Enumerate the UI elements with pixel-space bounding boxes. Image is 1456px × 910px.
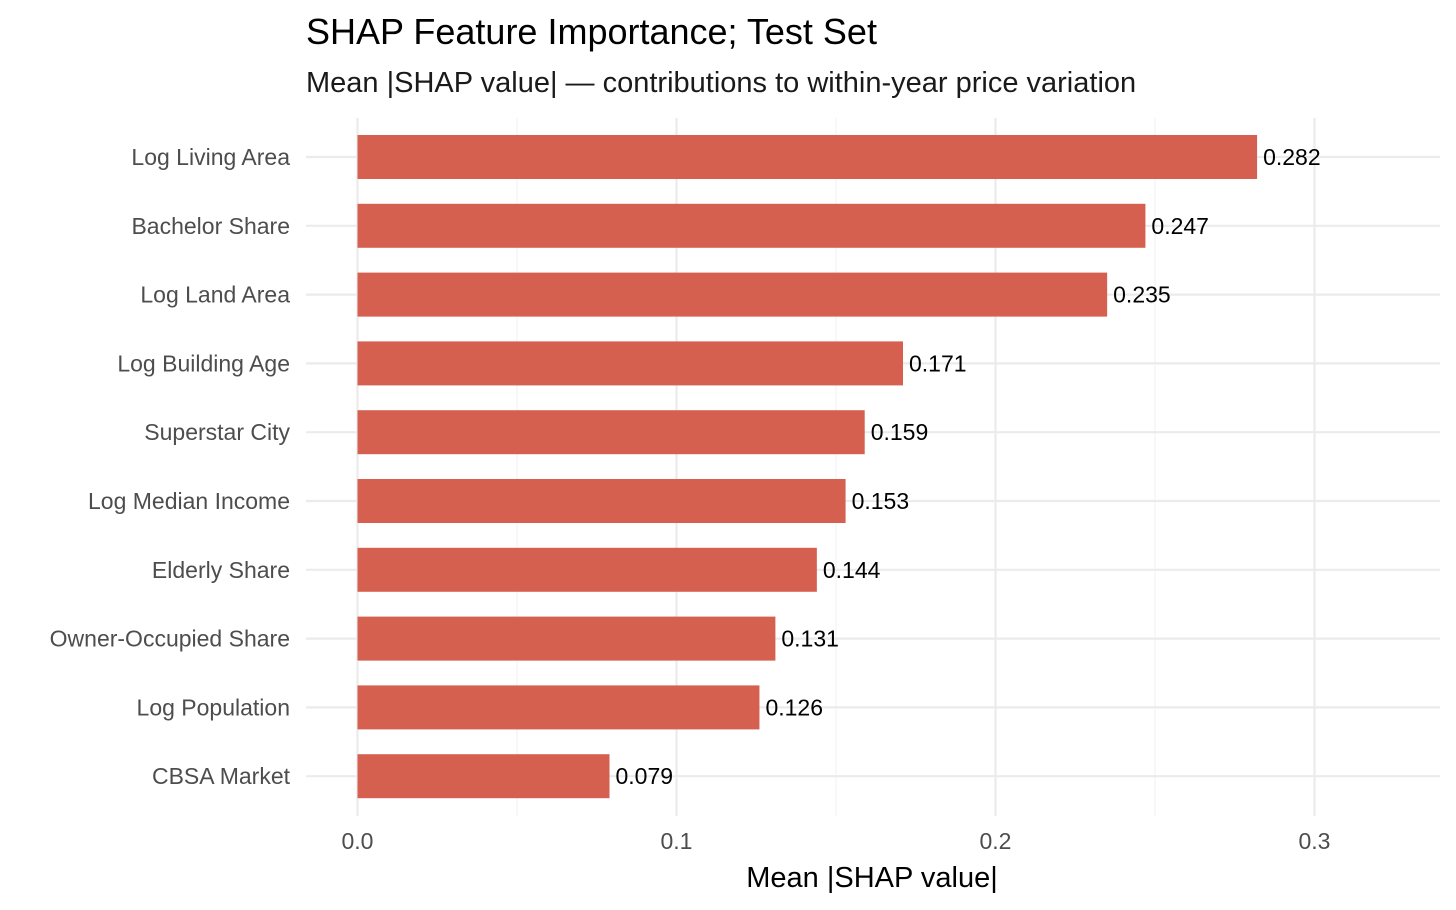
value-label: 0.171	[909, 350, 967, 376]
x-tick-label: 0.2	[980, 828, 1012, 854]
value-label: 0.131	[781, 626, 839, 652]
bar	[357, 410, 865, 455]
bars-group	[357, 135, 1258, 799]
value-label: 0.247	[1151, 213, 1209, 239]
bar	[357, 135, 1258, 179]
category-label: Log Building Age	[117, 350, 290, 376]
x-axis-title: Mean |SHAP value|	[746, 862, 998, 894]
bar	[357, 341, 903, 386]
x-tick-label: 0.0	[342, 828, 374, 854]
category-label: Superstar City	[144, 419, 290, 445]
bar	[357, 754, 610, 799]
category-label: Elderly Share	[152, 557, 290, 583]
category-label: Bachelor Share	[131, 213, 290, 239]
x-tick-labels: 0.0 0.1 0.2 0.3	[342, 828, 1331, 854]
category-label: Owner-Occupied Share	[50, 626, 290, 652]
bar	[357, 616, 776, 661]
value-labels: 0.282 0.247 0.235 0.171 0.159 0.153 0.144 0.131…	[616, 144, 1321, 789]
value-label: 0.282	[1263, 144, 1321, 170]
x-tick-label: 0.1	[661, 828, 693, 854]
value-label: 0.153	[852, 488, 910, 514]
category-label: Log Population	[137, 694, 290, 720]
bar	[357, 685, 760, 730]
category-labels: Log Living Area Bachelor Share Log Land Ar…	[50, 144, 291, 789]
category-label: CBSA Market	[152, 763, 291, 789]
category-label: Log Living Area	[131, 144, 290, 170]
bar	[357, 272, 1108, 317]
value-label: 0.144	[823, 557, 881, 583]
chart-title: SHAP Feature Importance; Test Set	[306, 11, 877, 52]
bar	[357, 203, 1146, 248]
chart-subtitle: Mean |SHAP value| — contributions to wit…	[306, 67, 1136, 99]
value-label: 0.235	[1113, 282, 1171, 308]
category-label: Log Median Income	[88, 488, 290, 514]
value-label: 0.079	[616, 763, 674, 789]
category-label: Log Land Area	[140, 282, 290, 308]
bar	[357, 479, 846, 523]
value-label: 0.159	[871, 419, 929, 445]
bar	[357, 547, 817, 592]
value-label: 0.126	[765, 694, 823, 720]
x-tick-label: 0.3	[1299, 828, 1331, 854]
